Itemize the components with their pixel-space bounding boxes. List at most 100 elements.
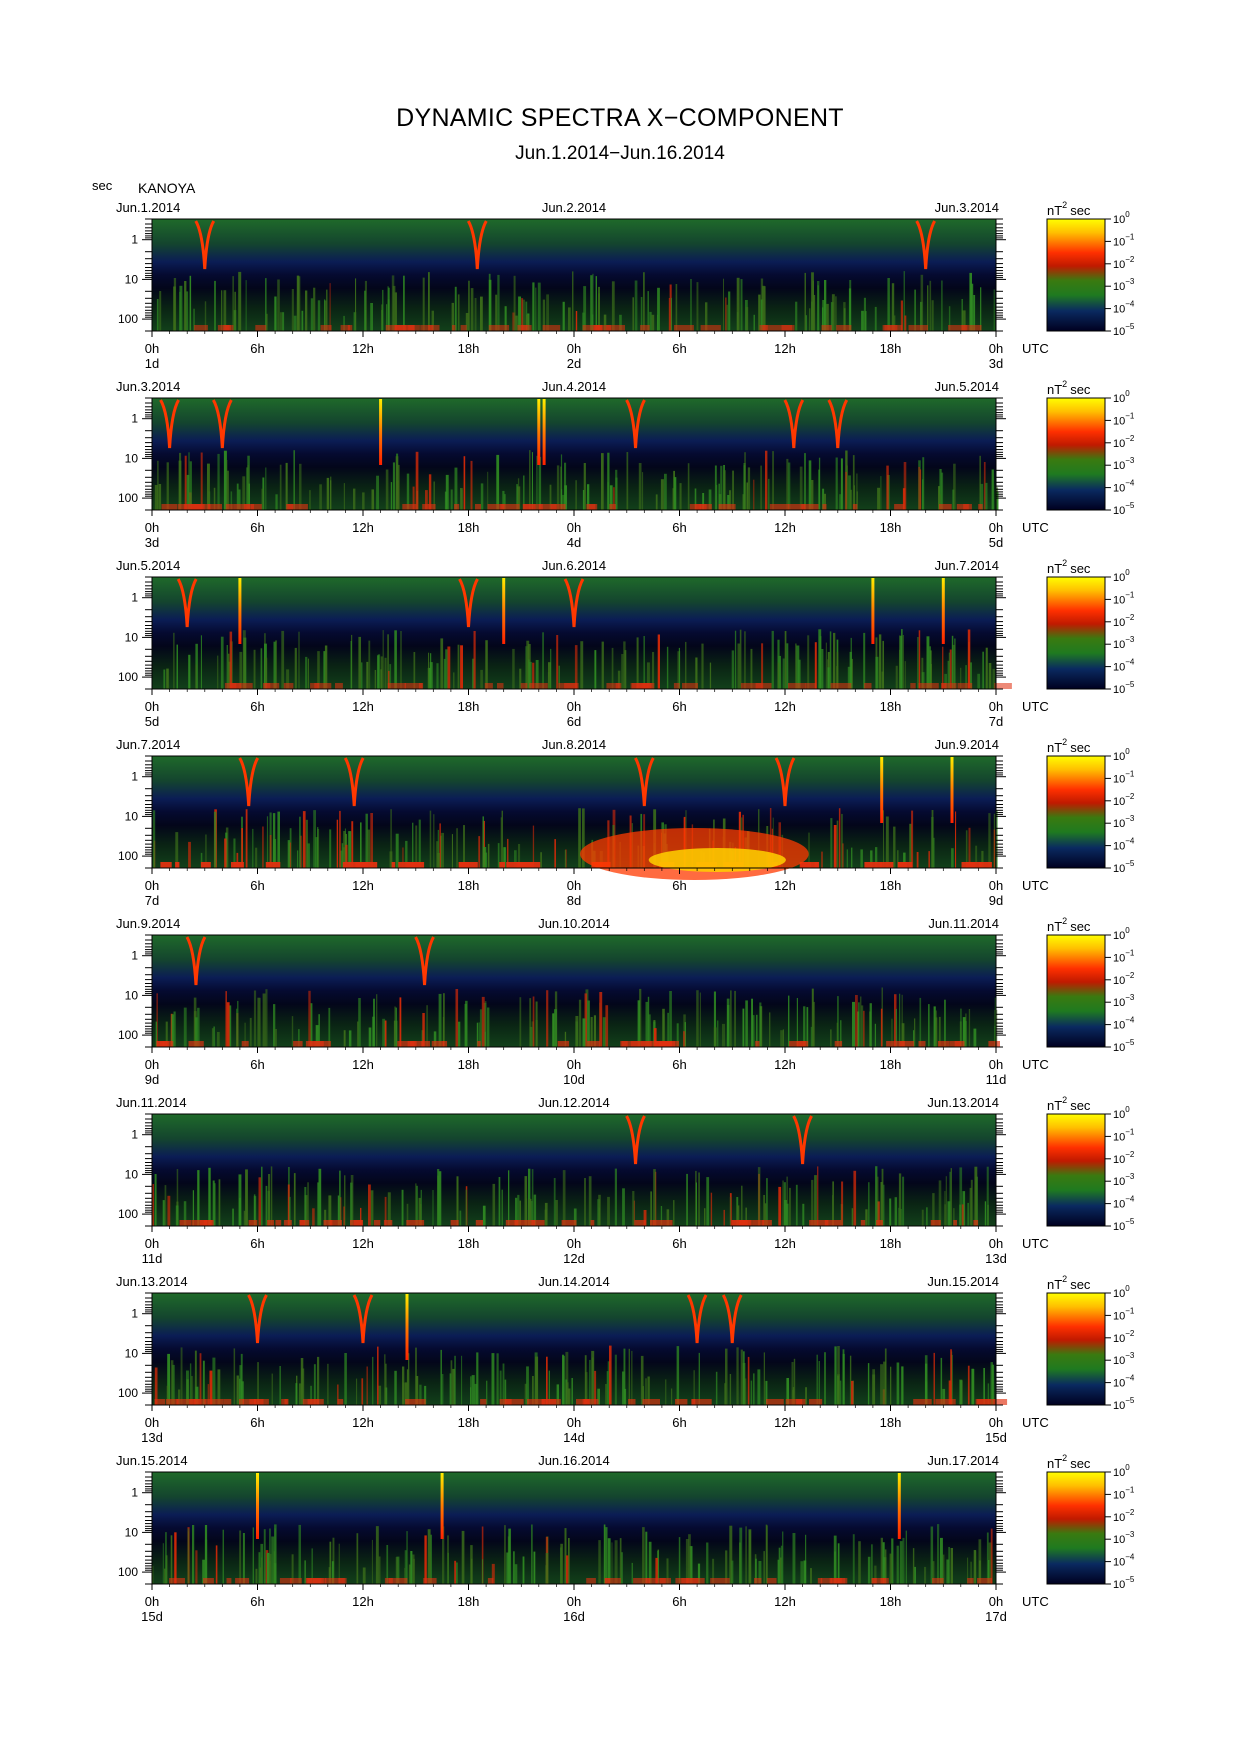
noise-streak xyxy=(241,828,243,868)
noise-streak xyxy=(255,847,258,868)
noise-streak xyxy=(480,296,483,331)
noise-streak xyxy=(706,1542,709,1584)
noise-streak xyxy=(622,1371,625,1405)
noise-streak xyxy=(693,1370,695,1405)
noise-streak xyxy=(953,463,956,510)
noise-streak xyxy=(848,288,852,331)
noise-streak xyxy=(942,646,944,689)
noise-streak xyxy=(919,469,922,510)
noise-streak xyxy=(238,271,242,331)
noise-streak xyxy=(298,631,300,689)
noise-streak xyxy=(166,1385,169,1405)
noise-streak xyxy=(769,1012,771,1047)
noise-streak xyxy=(166,462,169,510)
noise-streak xyxy=(504,306,507,331)
noise-streak xyxy=(449,1373,452,1405)
noise-streak xyxy=(185,291,189,331)
noise-streak xyxy=(564,1528,567,1584)
noise-streak xyxy=(660,479,664,510)
low-frequency-power xyxy=(894,504,904,510)
noise-streak xyxy=(339,1170,341,1226)
noise-streak xyxy=(260,648,263,689)
noise-streak xyxy=(252,828,254,868)
noise-streak xyxy=(562,1170,566,1226)
noise-streak xyxy=(765,1524,768,1584)
noise-streak xyxy=(614,1168,617,1226)
noise-streak xyxy=(578,999,582,1047)
low-frequency-power xyxy=(655,1041,672,1047)
noise-streak xyxy=(885,816,889,868)
noise-streak xyxy=(875,656,879,689)
colorbar-tick-label: 10−5 xyxy=(1113,859,1135,875)
noise-streak xyxy=(329,283,331,331)
noise-streak xyxy=(240,1353,243,1405)
noise-streak xyxy=(488,273,491,331)
noise-streak xyxy=(786,1203,789,1226)
noise-streak xyxy=(744,452,746,510)
y-tick-label: 1 xyxy=(131,1486,138,1500)
x-tick-label: 0h xyxy=(989,1236,1003,1251)
utc-label: UTC xyxy=(1022,341,1049,356)
y-tick-label: 10 xyxy=(125,809,139,823)
noise-streak xyxy=(504,1525,506,1584)
x-tick-label: 6h xyxy=(672,1057,686,1072)
noise-streak xyxy=(613,487,615,510)
x-tick-label: 12h xyxy=(774,341,796,356)
noise-streak xyxy=(318,1014,320,1047)
noise-streak xyxy=(426,1005,428,1047)
noise-streak xyxy=(546,1356,548,1405)
day-label: 7d xyxy=(989,714,1003,729)
noise-streak xyxy=(408,1564,411,1584)
panel-date-start: Jun.7.2014 xyxy=(116,737,180,752)
pulsation-event xyxy=(194,220,216,270)
noise-streak xyxy=(983,462,986,510)
colorbar-tick-label: 10−4 xyxy=(1113,837,1135,853)
x-tick-label: 0h xyxy=(145,1236,159,1251)
noise-streak xyxy=(609,485,613,510)
noise-streak xyxy=(313,810,316,868)
noise-streak xyxy=(723,278,724,331)
noise-streak xyxy=(508,1170,510,1226)
noise-streak xyxy=(298,1524,301,1584)
noise-streak xyxy=(726,998,730,1047)
colorbar-tick-label: 10−2 xyxy=(1113,255,1135,271)
noise-streak xyxy=(902,1176,905,1226)
noise-streak xyxy=(647,1376,650,1405)
noise-streak xyxy=(454,1560,457,1584)
noise-streak xyxy=(863,297,866,331)
noise-streak xyxy=(274,1524,277,1584)
noise-streak xyxy=(647,662,650,689)
colorbar-tick-label: 10−1 xyxy=(1113,1306,1135,1322)
noise-streak xyxy=(513,275,516,331)
noise-streak xyxy=(175,832,179,868)
noise-streak xyxy=(931,810,934,868)
noise-streak xyxy=(808,460,812,510)
noise-streak xyxy=(186,474,190,510)
noise-streak xyxy=(501,810,503,868)
low-frequency-power xyxy=(385,325,407,331)
noise-streak xyxy=(238,489,241,510)
noise-streak xyxy=(893,826,896,868)
noise-streak xyxy=(660,1206,663,1226)
noise-streak xyxy=(337,1195,340,1226)
noise-streak xyxy=(499,1370,502,1405)
low-frequency-power xyxy=(406,1220,425,1226)
noise-streak xyxy=(567,1388,571,1405)
noise-streak xyxy=(819,636,822,689)
y-axis-unit: sec xyxy=(92,178,113,193)
noise-streak xyxy=(657,634,660,689)
noise-streak xyxy=(944,999,946,1047)
noise-streak xyxy=(560,454,563,510)
noise-streak xyxy=(948,1547,950,1584)
noise-streak xyxy=(725,1550,728,1584)
colorbar-tick-label: 10−4 xyxy=(1113,658,1135,674)
noise-streak xyxy=(428,272,430,331)
low-frequency-power xyxy=(225,504,234,510)
low-frequency-power xyxy=(653,1220,673,1226)
noise-streak xyxy=(901,1366,904,1405)
noise-streak xyxy=(315,1025,319,1047)
noise-streak xyxy=(425,490,428,510)
noise-streak xyxy=(234,291,236,331)
noise-streak xyxy=(985,482,988,510)
noise-streak xyxy=(179,291,181,331)
